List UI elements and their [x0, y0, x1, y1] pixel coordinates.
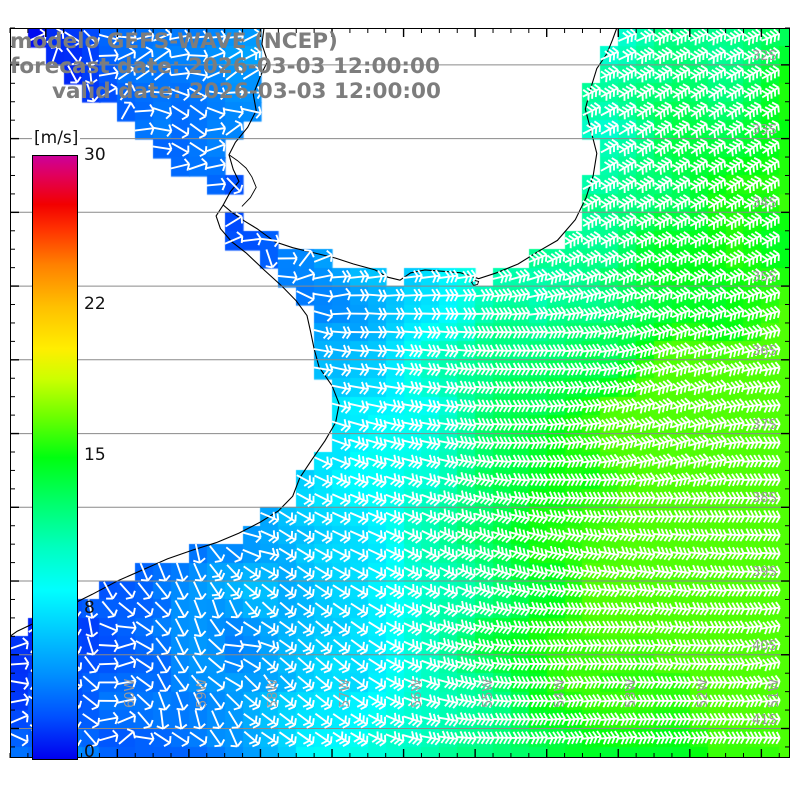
- lon-label-52w: 52W: [695, 678, 711, 708]
- lon-label-54w: 54W: [552, 678, 568, 708]
- lat-label-40s: 40S: [752, 638, 777, 654]
- lon-label-59w: 59W: [194, 678, 210, 708]
- coastline-overlay: [10, 28, 618, 637]
- lon-label-55w: 55W: [481, 678, 497, 708]
- map-plot-area[interactable]: [10, 28, 790, 758]
- lon-label-53w: 53W: [624, 678, 640, 708]
- graticule-grid: [10, 64, 790, 729]
- colorbar-tick-15: 15: [84, 445, 106, 465]
- lat-label-34s: 34S: [752, 196, 777, 212]
- lat-label-35s: 35S: [752, 270, 777, 286]
- colorbar-gradient: [32, 155, 78, 760]
- colorbar-tick-22: 22: [84, 294, 106, 314]
- colorbar-tick-8: 8: [84, 598, 95, 618]
- lat-label-37s: 37S: [752, 417, 777, 433]
- lat-label-41s: 41S: [752, 712, 777, 728]
- wind-barb-overlay: [10, 28, 781, 748]
- lon-label-58w: 58W: [266, 678, 282, 708]
- lat-label-36s: 36S: [752, 343, 777, 359]
- lat-label-33s: 33S: [752, 122, 777, 138]
- lat-label-39s: 39S: [752, 565, 777, 581]
- colorbar-tick-30: 30: [84, 145, 106, 165]
- lat-label-32s: 32S: [752, 48, 777, 64]
- colorbar-unit-label: [m/s]: [32, 128, 81, 148]
- lon-label-60w: 60W: [123, 678, 139, 708]
- lat-label-38s: 38S: [752, 491, 777, 507]
- colorbar-tick-0: 0: [84, 742, 95, 762]
- lon-label-57w: 57W: [338, 678, 354, 708]
- lon-label-51w: 51W: [767, 678, 783, 708]
- lon-label-56w: 56W: [409, 678, 425, 708]
